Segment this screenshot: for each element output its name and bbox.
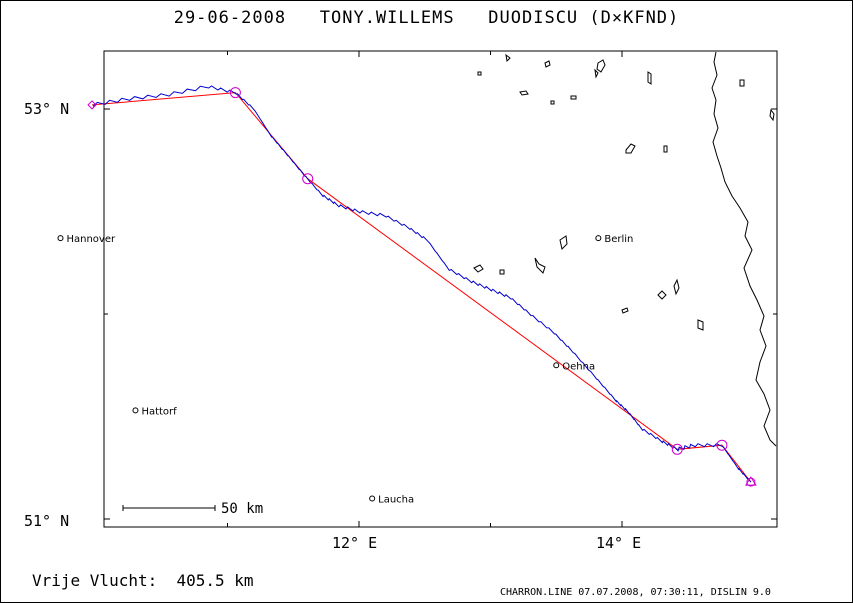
lat-label-51: 51° N: [24, 512, 70, 530]
lake-outline: [550, 100, 555, 105]
city-marker: [57, 235, 64, 242]
city-marker: [132, 407, 139, 414]
city-label: Hattorf: [141, 406, 177, 417]
finish-point-circle: [746, 477, 756, 487]
city-label: Laucha: [378, 495, 414, 506]
lake-outline: [534, 257, 546, 274]
start-point-marker: [87, 100, 97, 110]
city-marker: [553, 362, 560, 369]
lake-outline: [477, 71, 482, 76]
turnpoint-marker: [671, 443, 683, 455]
distance-label: Vrije Vlucht: 405.5 km: [32, 571, 254, 590]
lake-outline: [570, 95, 577, 100]
lake-outline: [657, 290, 667, 300]
lat-label-53: 53° N: [24, 100, 70, 118]
lake-outline: [769, 108, 775, 122]
turnpoint-marker: [229, 87, 241, 99]
lake-outline: [596, 59, 606, 73]
city-label: Hannover: [66, 234, 116, 245]
lake-outline: [505, 53, 511, 63]
city-marker: [369, 495, 376, 502]
finish-point-marker: [744, 476, 757, 486]
lake-outline: [647, 71, 652, 85]
plot-frame: [103, 50, 778, 528]
program-info: CHARRON.LINE 07.07.2008, 07:30:11, DISLI…: [500, 587, 771, 598]
task-line: [92, 92, 752, 483]
lake-outline: [663, 145, 668, 153]
lake-outline: [499, 269, 505, 275]
lake-outline: [673, 278, 680, 296]
lake-outline: [519, 90, 529, 96]
city-label: Berlin: [604, 234, 633, 245]
lake-outline: [559, 235, 568, 250]
turnpoint-marker: [302, 173, 314, 185]
lake-outline: [544, 60, 551, 68]
flight-title: 29-06-2008 TONY.WILLEMS DUODISCU (D×KFND…: [173, 8, 680, 28]
lake-outline: [473, 264, 484, 273]
city-label: Oehna: [562, 361, 595, 372]
lon-label-14: 14° E: [596, 534, 642, 552]
lake-outline: [739, 79, 745, 87]
lon-label-12: 12° E: [332, 534, 378, 552]
flight-track: [92, 85, 752, 483]
national-border: [711, 51, 777, 447]
lake-outline: [594, 68, 599, 79]
lake-outline: [697, 319, 704, 331]
scale-bar-label: 50 km: [221, 501, 263, 517]
lake-outline: [621, 307, 629, 314]
city-marker: [595, 235, 602, 242]
lake-outline: [625, 143, 636, 154]
turnpoint-marker: [716, 439, 728, 451]
